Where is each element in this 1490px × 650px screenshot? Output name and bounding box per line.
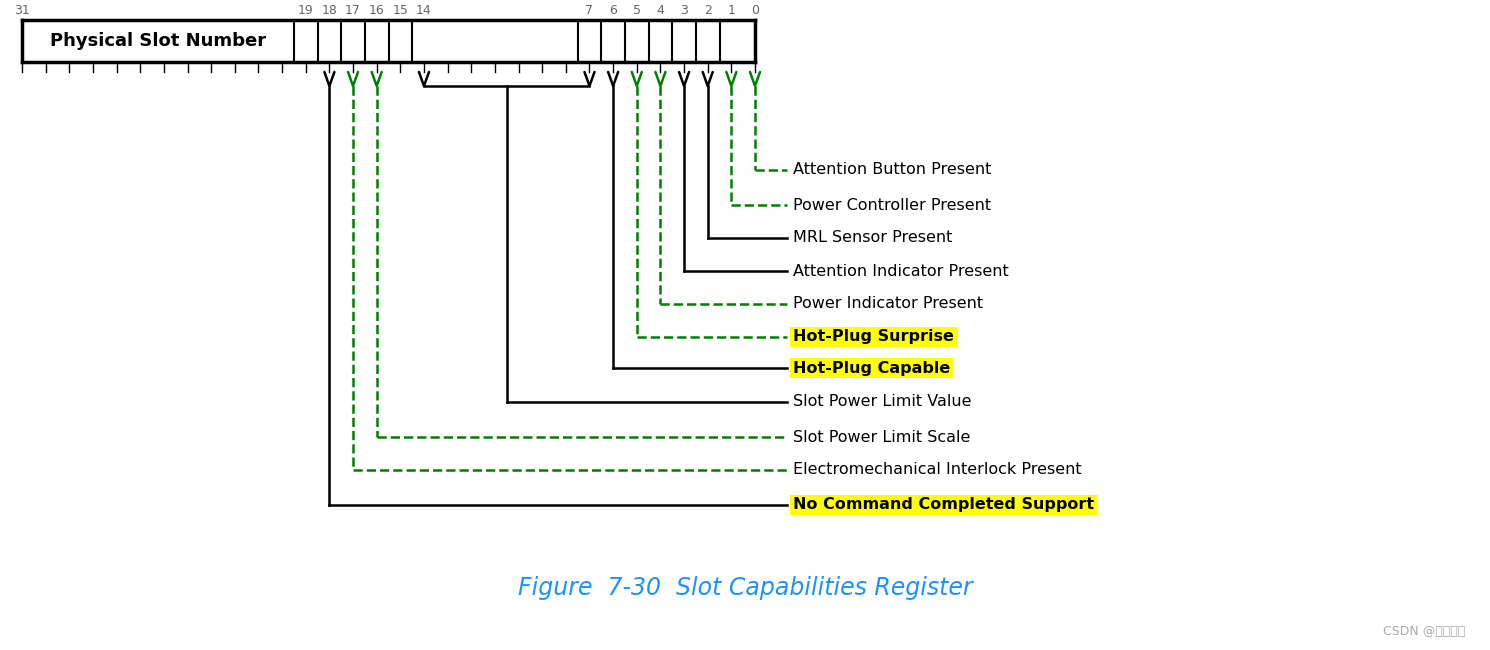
Text: 15: 15 — [392, 4, 408, 17]
Text: Electromechanical Interlock Present: Electromechanical Interlock Present — [793, 463, 1082, 478]
Text: Physical Slot Number: Physical Slot Number — [49, 32, 267, 50]
Text: Power Controller Present: Power Controller Present — [793, 198, 991, 213]
Text: Attention Button Present: Attention Button Present — [793, 162, 991, 177]
Text: Hot-Plug Capable: Hot-Plug Capable — [793, 361, 951, 376]
Text: Power Indicator Present: Power Indicator Present — [793, 296, 983, 311]
Text: No Command Completed Support: No Command Completed Support — [793, 497, 1094, 512]
Text: 19: 19 — [298, 4, 313, 17]
Text: 4: 4 — [657, 4, 665, 17]
Text: Figure  7-30  Slot Capabilities Register: Figure 7-30 Slot Capabilities Register — [517, 576, 973, 600]
Text: 14: 14 — [416, 4, 432, 17]
Text: CSDN @小破同学: CSDN @小破同学 — [1383, 625, 1465, 638]
Text: 3: 3 — [679, 4, 688, 17]
Text: 7: 7 — [586, 4, 593, 17]
Text: 16: 16 — [370, 4, 384, 17]
Text: Slot Power Limit Value: Slot Power Limit Value — [793, 395, 971, 410]
Text: 6: 6 — [609, 4, 617, 17]
Text: Attention Indicator Present: Attention Indicator Present — [793, 263, 1009, 278]
Text: 17: 17 — [346, 4, 361, 17]
Text: 31: 31 — [13, 4, 30, 17]
Text: MRL Sensor Present: MRL Sensor Present — [793, 231, 952, 246]
Text: Slot Power Limit Scale: Slot Power Limit Scale — [793, 430, 970, 445]
Text: 5: 5 — [633, 4, 641, 17]
Text: Hot-Plug Surprise: Hot-Plug Surprise — [793, 330, 954, 344]
Text: 1: 1 — [727, 4, 735, 17]
Text: 2: 2 — [703, 4, 712, 17]
Text: 18: 18 — [322, 4, 337, 17]
Text: 0: 0 — [751, 4, 758, 17]
